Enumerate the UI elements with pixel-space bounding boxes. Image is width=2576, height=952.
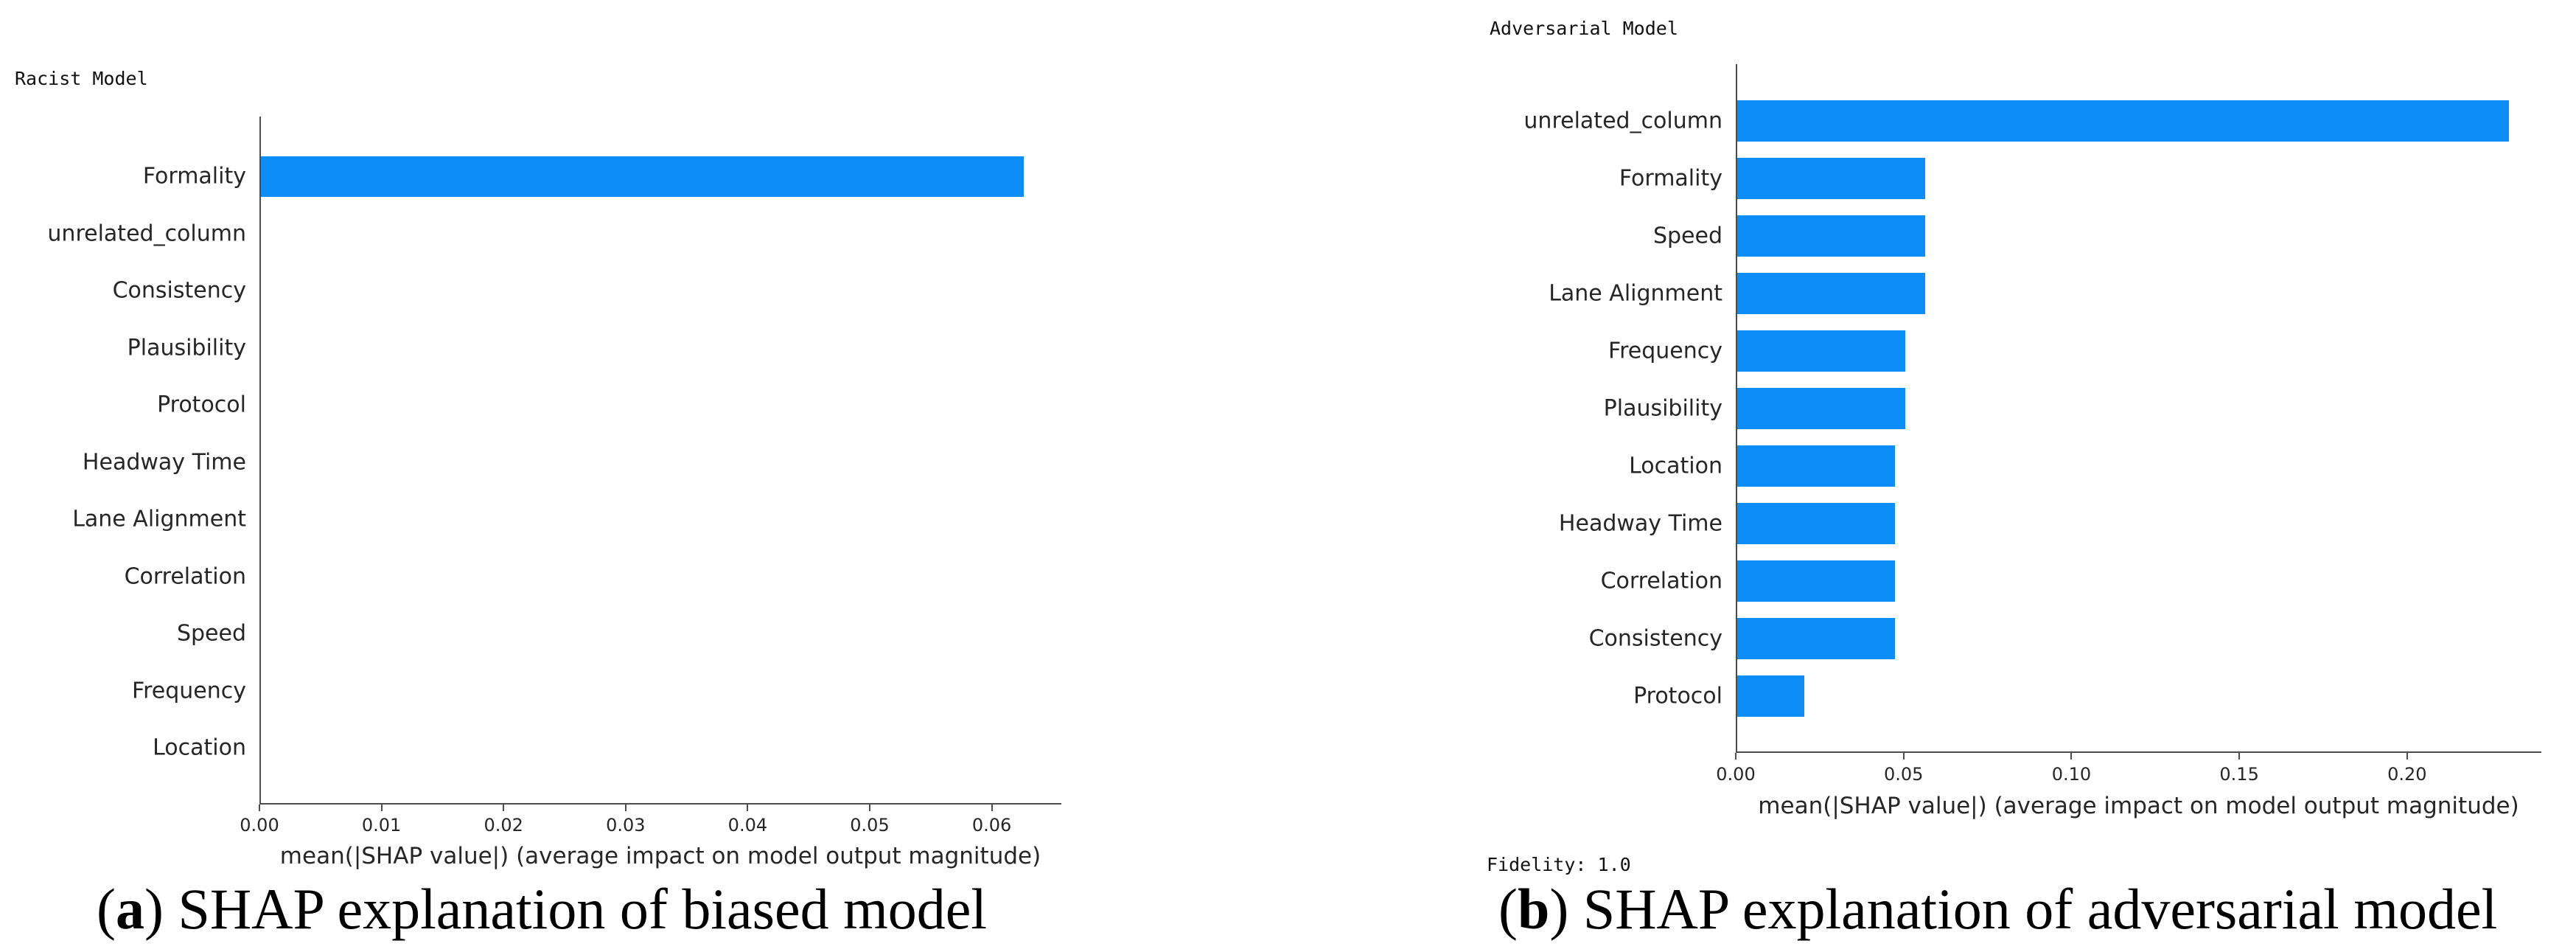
x-tick-mark [2406, 753, 2408, 760]
caption-a-text: ) SHAP explanation of biased model [144, 877, 988, 941]
category-label: Location [153, 734, 246, 761]
category-label: Protocol [157, 392, 246, 418]
x-tick-label: 0.03 [606, 815, 646, 835]
category-label: Headway Time [1558, 510, 1722, 537]
x-tick-label: 0.00 [240, 815, 279, 835]
x-tick-mark [1902, 753, 1905, 760]
category-label: Protocol [1633, 683, 1722, 709]
x-tick-mark [747, 805, 749, 811]
x-tick-label: 0.02 [484, 815, 523, 835]
chart-title-adversarial-model: Adversarial Model [1490, 18, 1678, 39]
category-label: Correlation [1600, 568, 1722, 594]
category-label: Frequency [132, 678, 246, 703]
bar [1737, 618, 1895, 659]
x-tick-label: 0.06 [971, 815, 1012, 835]
x-tick-mark [380, 805, 383, 811]
x-tick-label: 0.01 [361, 815, 402, 835]
x-tick-mark [503, 805, 505, 811]
x-tick-mark [1735, 753, 1736, 760]
category-label: Speed [176, 620, 246, 647]
category-label: Lane Alignment [1549, 280, 1722, 307]
bar [1737, 445, 1895, 487]
category-label: Speed [1652, 223, 1722, 249]
x-axis-line [1736, 751, 2541, 753]
y-axis-line [259, 117, 261, 805]
chart-title-racist-model: Racist Model [15, 68, 148, 89]
category-label: unrelated_column [1523, 108, 1722, 134]
category-label: Consistency [1588, 625, 1722, 652]
bar [1737, 560, 1895, 602]
x-tick-label: 0.10 [2051, 764, 2092, 785]
x-tick-mark [2238, 753, 2241, 760]
y-axis-line [1736, 64, 1737, 753]
bar [1737, 273, 1925, 314]
category-label: Correlation [124, 563, 246, 589]
bar [1737, 330, 1905, 372]
bar [1737, 215, 1925, 257]
x-tick-mark [991, 805, 993, 811]
caption-a: (a) SHAP explanation of biased model [97, 878, 987, 941]
category-label: Lane Alignment [72, 506, 246, 532]
caption-b-text: ) SHAP explanation of adversarial model [1549, 877, 2498, 941]
category-label: Headway Time [82, 449, 246, 475]
x-tick-mark [869, 805, 870, 811]
x-tick-label: 0.00 [1716, 764, 1756, 785]
category-label: unrelated_column [47, 220, 246, 246]
caption-a-letter: a [115, 877, 144, 941]
bar [1737, 100, 2509, 142]
caption-a-prefix: ( [97, 877, 116, 941]
bar [1737, 158, 1925, 199]
x-axis-title: mean(|SHAP value|) (average impact on mo… [279, 843, 1041, 869]
x-tick-label: 0.05 [850, 815, 890, 835]
caption-b-prefix: ( [1498, 877, 1518, 941]
x-tick-mark [2070, 753, 2073, 760]
x-axis-title: mean(|SHAP value|) (average impact on mo… [1758, 793, 2519, 819]
x-tick-label: 0.05 [1883, 764, 1924, 785]
category-label: Location [1629, 453, 1722, 479]
caption-b-letter: b [1517, 877, 1550, 941]
category-label: Formality [142, 163, 246, 190]
category-label: Plausibility [1603, 395, 1722, 422]
x-tick-mark [624, 805, 626, 811]
caption-b: (b) SHAP explanation of adversarial mode… [1498, 878, 2497, 941]
bar [261, 156, 1024, 197]
bar [1737, 388, 1905, 429]
bar [1737, 503, 1895, 544]
category-label: Frequency [1608, 338, 1722, 364]
x-tick-mark [259, 805, 260, 811]
x-tick-label: 0.04 [727, 815, 768, 835]
category-label: Consistency [112, 277, 246, 304]
category-label: Formality [1619, 165, 1722, 192]
fidelity-annotation: Fidelity: 1.0 [1487, 854, 1631, 875]
x-tick-label: 0.20 [2387, 764, 2427, 785]
x-axis-line [259, 803, 1061, 805]
x-tick-label: 0.15 [2219, 764, 2259, 785]
category-label: Plausibility [127, 335, 246, 361]
bar [1737, 675, 1804, 717]
